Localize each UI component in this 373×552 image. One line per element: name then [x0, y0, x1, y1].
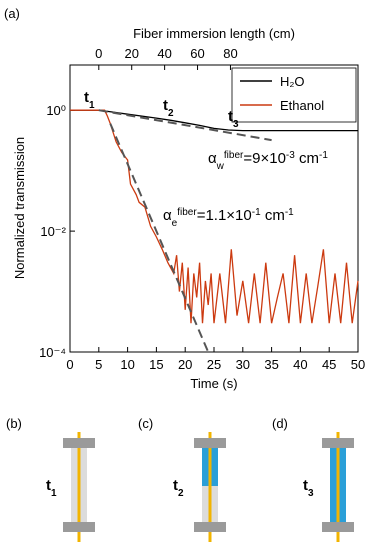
x-tick-label: 30 — [236, 357, 250, 372]
y-tick-label: 10⁰ — [46, 103, 66, 118]
x-tick-label: 50 — [351, 357, 365, 372]
text-segment: t — [173, 477, 178, 494]
text-segment: -1 — [252, 207, 261, 218]
text-segment: t — [84, 89, 89, 106]
x-tick-label: 25 — [207, 357, 221, 372]
text-segment: 1 — [51, 488, 57, 499]
stage-label: t3 — [303, 477, 314, 499]
text-segment: -3 — [286, 150, 295, 161]
clamp — [63, 438, 95, 448]
text-segment: t — [46, 477, 51, 494]
x-tick-label: 5 — [95, 357, 102, 372]
x-tick-label: 45 — [322, 357, 336, 372]
text-segment: t — [303, 477, 308, 494]
clamp — [194, 438, 226, 448]
text-segment: -1 — [319, 150, 328, 161]
x2-tick-label: 60 — [190, 46, 204, 61]
legend: H₂O Ethanol — [231, 67, 357, 123]
x2-tick-label: 20 — [124, 46, 138, 61]
text-segment: α — [208, 150, 217, 167]
legend-label: Ethanol — [280, 98, 324, 113]
x-axis-label: Time (s) — [190, 376, 237, 391]
text-segment: 3 — [308, 488, 314, 499]
text-segment: 2 — [168, 108, 174, 119]
annotation: t1 — [84, 89, 95, 111]
x2-tick-label: 0 — [95, 46, 102, 61]
y-tick-label: 10⁻² — [40, 224, 66, 239]
clamp — [194, 522, 226, 532]
x-tick-label: 35 — [264, 357, 278, 372]
plot: 0 5 10 15 20 25 30 35 40 45 50 0 20 40 60 80 10⁰ 10⁻² 10⁻⁴ — [39, 46, 365, 372]
panel-label: (d) — [272, 416, 288, 431]
x2-axis-label: Fiber immersion length (cm) — [133, 26, 295, 41]
text-segment: 2 — [178, 488, 184, 499]
text-segment: 3 — [233, 119, 239, 130]
clamp — [322, 438, 354, 448]
panel-label: (a) — [4, 6, 20, 21]
legend-box — [231, 67, 357, 123]
x-tick-label: 15 — [149, 357, 163, 372]
fiber-diagram — [63, 432, 95, 542]
series-line — [70, 109, 359, 324]
y-axis-label: Normalized transmission — [12, 137, 27, 279]
panel-label: (c) — [138, 416, 153, 431]
stage-label: t1 — [46, 477, 57, 499]
panel-label: (b) — [6, 416, 22, 431]
fiber-diagram — [194, 432, 226, 542]
fit-line — [98, 109, 272, 142]
text-segment: t — [163, 97, 168, 114]
x-tick-label: 0 — [66, 357, 73, 372]
annotation: αwfiber=9×10-3 cm-1 — [208, 150, 328, 172]
text-segment: 1 — [89, 100, 95, 111]
text-segment: -1 — [285, 207, 294, 218]
text-segment: =9×10 — [243, 150, 286, 167]
annotation: t3 — [228, 108, 239, 130]
stage-label: t2 — [173, 477, 184, 499]
clamp — [322, 522, 354, 532]
text-segment: t — [228, 108, 233, 125]
text-segment: fiber — [177, 207, 197, 218]
annotation: αefiber=1.1×10-1 cm-1 — [163, 207, 294, 229]
text-segment: cm — [295, 150, 319, 167]
clamp — [63, 522, 95, 532]
text-segment: w — [216, 161, 225, 172]
fiber-diagram — [322, 432, 354, 542]
text-segment: fiber — [224, 150, 244, 161]
text-segment: e — [172, 218, 178, 229]
x-tick-label: 10 — [120, 357, 134, 372]
annotation: t2 — [163, 97, 174, 119]
x-tick-label: 20 — [178, 357, 192, 372]
y-tick-label: 10⁻⁴ — [39, 345, 66, 360]
x2-tick-label: 40 — [157, 46, 171, 61]
text-segment: α — [163, 207, 172, 224]
text-segment: cm — [261, 207, 285, 224]
x2-tick-label: 80 — [223, 46, 237, 61]
legend-label: H₂O — [280, 74, 305, 89]
x-tick-label: 40 — [293, 357, 307, 372]
text-segment: =1.1×10 — [197, 207, 252, 224]
